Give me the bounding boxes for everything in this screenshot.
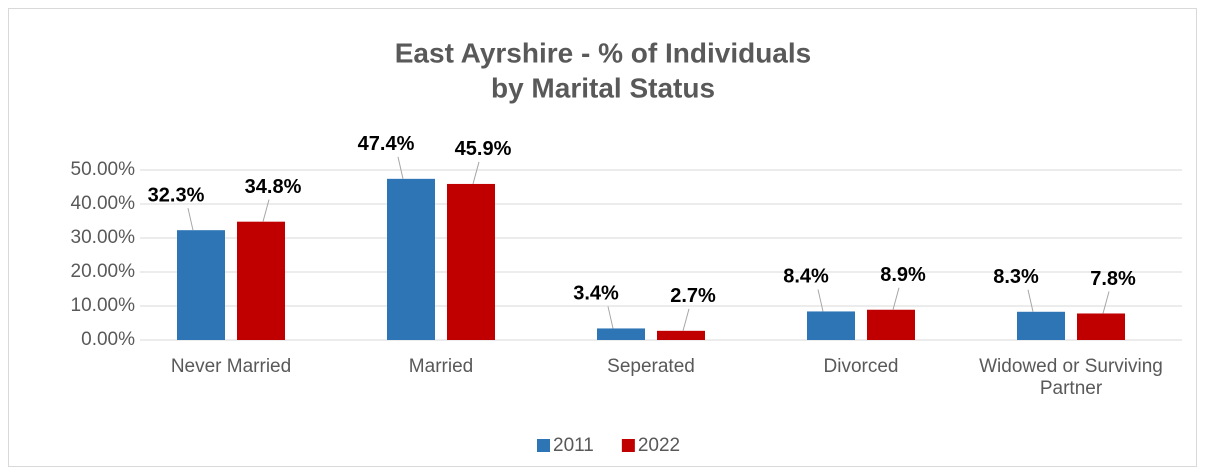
leader-line [262, 199, 270, 222]
bar [597, 328, 645, 340]
leader-line [682, 308, 690, 331]
data-label: 2.7% [670, 285, 716, 307]
y-tick-label: 0.00% [81, 329, 135, 350]
x-tick-label: Widowed or Surviving Partner [979, 356, 1163, 399]
data-label: 34.8% [245, 176, 302, 198]
bar [1077, 313, 1125, 340]
x-tick-label: Divorced [823, 356, 899, 377]
y-tick-label: 30.00% [71, 227, 136, 248]
legend-label: 2022 [638, 435, 680, 456]
bar [807, 311, 855, 340]
data-label: 3.4% [573, 283, 619, 305]
leader-line [892, 287, 900, 310]
data-label: 8.3% [993, 266, 1039, 288]
data-label: 7.8% [1090, 268, 1136, 290]
data-label: 47.4% [358, 133, 415, 155]
chart-title: by Marital Status [491, 72, 715, 103]
x-tick-label: Married [408, 356, 474, 377]
data-label: 8.4% [783, 266, 829, 288]
y-tick-label: 10.00% [71, 295, 136, 316]
y-tick-label: 50.00% [71, 159, 136, 180]
leader-line [187, 208, 194, 231]
x-tick-label: Never Married [170, 356, 292, 377]
y-tick-label: 20.00% [71, 261, 136, 282]
bar [177, 230, 225, 340]
bar [1017, 311, 1065, 340]
leader-line [1102, 291, 1110, 314]
leader-line [607, 306, 614, 329]
legend-label: 2011 [553, 435, 594, 456]
leader-line [1027, 289, 1034, 312]
bar [387, 178, 435, 340]
bar [237, 221, 285, 340]
y-tick-label: 40.00% [71, 193, 136, 214]
x-tick-label: Seperated [607, 356, 695, 377]
leader-line [817, 289, 824, 312]
leader-line [472, 161, 480, 185]
bar [867, 309, 915, 340]
data-label: 8.9% [880, 264, 926, 286]
chart-title: East Ayrshire - % of Individuals [395, 37, 811, 68]
leader-line [397, 156, 404, 179]
legend-swatch [621, 439, 635, 452]
bar [657, 330, 705, 340]
data-label: 45.9% [455, 138, 512, 160]
data-label: 32.3% [148, 184, 205, 206]
legend-swatch [537, 439, 550, 452]
bar [447, 183, 495, 340]
